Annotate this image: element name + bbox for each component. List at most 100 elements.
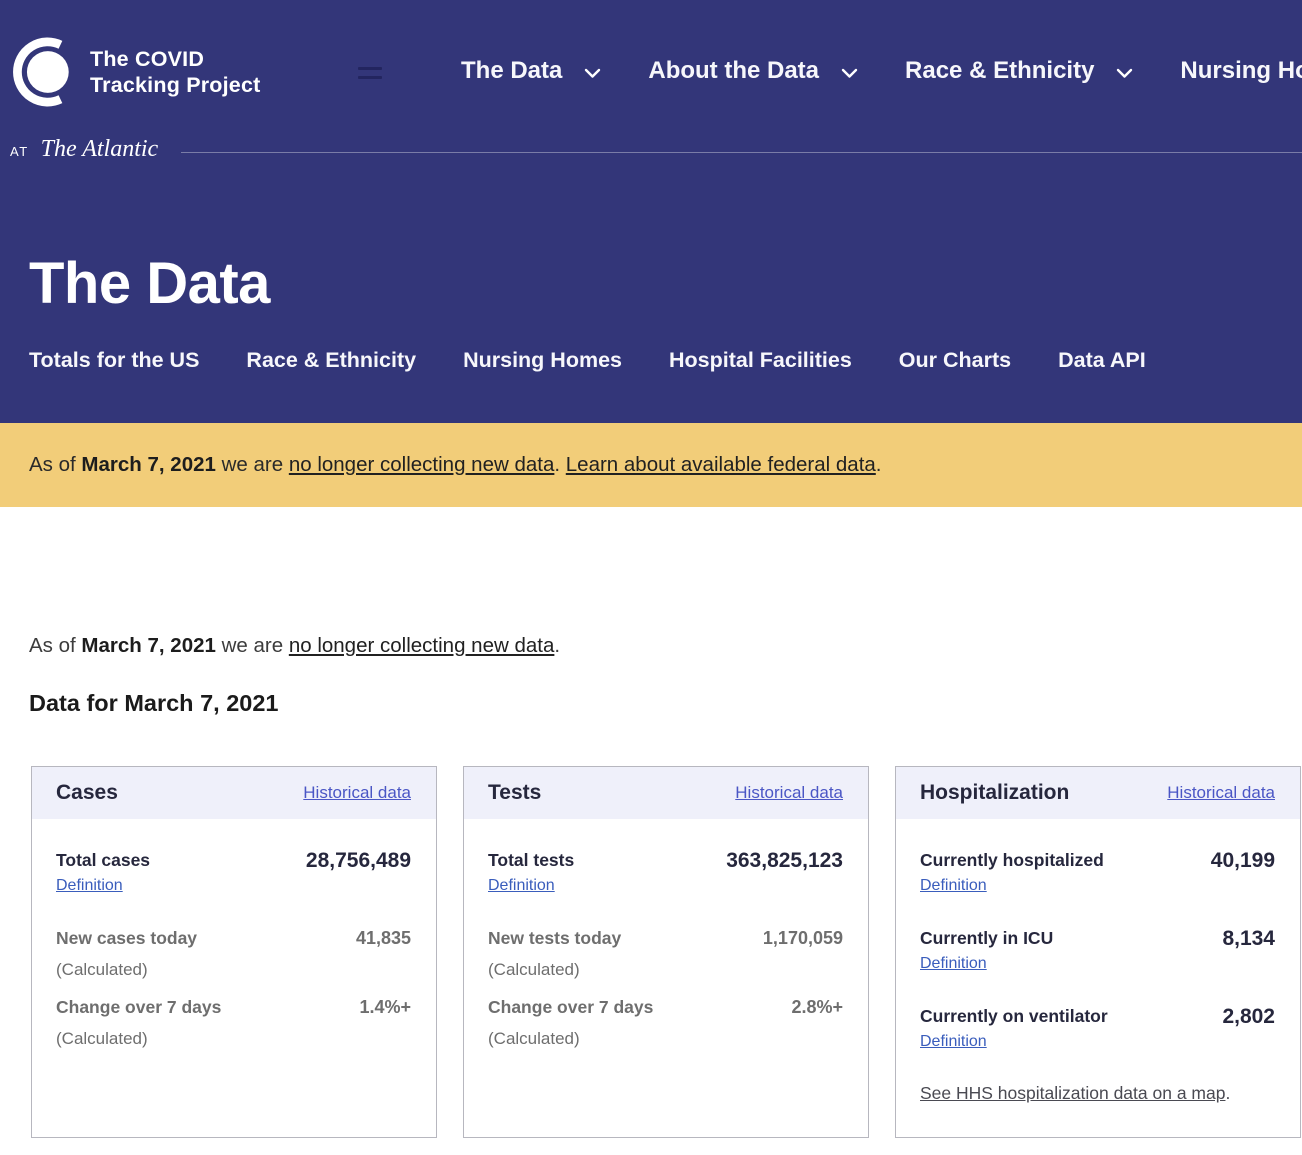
stat-row-total-tests: Total tests Definition 363,825,123: [488, 849, 843, 896]
stat-row-change-over-7-days: Change over 7 days (Calculated) 2.8%+: [488, 996, 843, 1050]
chevron-down-icon: [841, 68, 858, 78]
atlantic-attribution[interactable]: AT The Atlantic: [10, 136, 158, 163]
historical-data-link[interactable]: Historical data: [303, 783, 411, 802]
summary-cards: Cases Historical data Total cases Defini…: [31, 766, 1302, 1138]
nav-item-the-data[interactable]: The Data: [461, 57, 601, 85]
stat-label: Currently in ICU: [920, 928, 1054, 948]
notice-date: March 7, 2021: [81, 634, 216, 657]
hero-sub-nav: Totals for the US Race & Ethnicity Nursi…: [29, 348, 1146, 373]
nav-item-nursing-homes[interactable]: Nursing Homes: [1180, 57, 1302, 85]
header-divider: [181, 152, 1302, 153]
page-title: The Data: [29, 251, 270, 316]
stat-label: Change over 7 days: [56, 997, 222, 1017]
data-collection-banner: As of March 7, 2021 we are no longer col…: [0, 423, 1302, 507]
historical-data-link[interactable]: Historical data: [1167, 783, 1275, 802]
stat-value: 2,802: [1222, 1005, 1275, 1028]
section-heading: Data for March 7, 2021: [29, 690, 279, 716]
card-title: Tests: [488, 781, 542, 804]
stat-row-currently-hospitalized: Currently hospitalized Definition 40,199: [920, 849, 1275, 896]
data-collection-notice: As of March 7, 2021 we are no longer col…: [29, 507, 1302, 660]
banner-suffix: .: [875, 453, 882, 476]
stat-label: Currently hospitalized: [920, 850, 1104, 870]
calculated-note: (Calculated): [488, 1029, 580, 1048]
subnav-item-our-charts[interactable]: Our Charts: [898, 348, 1012, 372]
card-title: Hospitalization: [920, 781, 1070, 804]
subnav-item-race-ethnicity[interactable]: Race & Ethnicity: [246, 348, 417, 372]
card-body: Currently hospitalized Definition 40,199…: [896, 819, 1300, 1104]
definition-link[interactable]: Definition: [56, 877, 123, 894]
main-nav: The Data About the Data Race & Ethnicity…: [461, 57, 1302, 85]
logo-line2: Tracking Project: [90, 73, 261, 97]
subnav-item-hospital-facilities[interactable]: Hospital Facilities: [668, 348, 852, 372]
stat-value: 8,134: [1222, 927, 1275, 950]
tests-card: Tests Historical data Total tests Defini…: [463, 766, 869, 1138]
subnav-item-nursing-homes[interactable]: Nursing Homes: [463, 348, 622, 372]
stat-value: 41,835: [355, 928, 411, 948]
atlantic-wordmark: The Atlantic: [40, 136, 159, 162]
notice-middle: we are: [215, 634, 289, 657]
hospitalization-card: Hospitalization Historical data Currentl…: [895, 766, 1301, 1138]
chevron-down-icon: [585, 68, 601, 78]
card-body: Total tests Definition 363,825,123 New t…: [464, 819, 868, 1050]
calculated-note: (Calculated): [488, 960, 580, 979]
menu-icon[interactable]: [358, 67, 382, 79]
definition-link[interactable]: Definition: [920, 1033, 987, 1050]
stat-label: Total cases: [56, 850, 151, 870]
stat-value: 363,825,123: [726, 849, 843, 872]
stat-value: 28,756,489: [305, 849, 411, 872]
subnav-item-totals-for-the-us[interactable]: Totals for the US: [29, 348, 200, 372]
notice-suffix: .: [554, 634, 561, 657]
site-header: The COVID Tracking Project The Data Abou…: [0, 0, 1302, 423]
banner-date: March 7, 2021: [81, 453, 216, 476]
cases-card: Cases Historical data Total cases Defini…: [31, 766, 437, 1138]
covid-tracking-logo-icon: [13, 37, 69, 107]
chevron-down-icon: [1117, 68, 1133, 78]
banner-text: As of March 7, 2021 we are no longer col…: [29, 453, 882, 477]
historical-data-link[interactable]: Historical data: [735, 783, 843, 802]
covid-tracking-project-logo[interactable]: The COVID Tracking Project: [8, 32, 261, 112]
nav-label: The Data: [461, 57, 563, 84]
definition-link[interactable]: Definition: [920, 877, 987, 894]
stat-row-new-cases-today: New cases today (Calculated) 41,835: [56, 927, 411, 981]
stat-row-currently-on-ventilator: Currently on ventilator Definition 2,802: [920, 1005, 1275, 1052]
nav-item-about-the-data[interactable]: About the Data: [648, 57, 858, 85]
stat-label: Change over 7 days: [488, 997, 654, 1017]
stat-value: 1,170,059: [762, 928, 843, 948]
hhs-map-line: See HHS hospitalization data on a map.: [920, 1083, 1275, 1104]
calculated-note: (Calculated): [56, 960, 148, 979]
stat-row-currently-in-icu: Currently in ICU Definition 8,134: [920, 927, 1275, 974]
stat-label: Total tests: [488, 850, 575, 870]
banner-separator: .: [554, 453, 566, 476]
map-link-suffix: .: [1225, 1083, 1231, 1103]
nav-item-race-ethnicity[interactable]: Race & Ethnicity: [905, 57, 1133, 85]
hhs-hospitalization-map-link[interactable]: See HHS hospitalization data on a map: [920, 1083, 1226, 1103]
definition-link[interactable]: Definition: [488, 877, 555, 894]
calculated-note: (Calculated): [56, 1029, 148, 1048]
stat-label: New tests today: [488, 928, 622, 948]
stat-row-new-tests-today: New tests today (Calculated) 1,170,059: [488, 927, 843, 981]
card-header: Tests Historical data: [464, 767, 868, 819]
notice-prefix: As of: [29, 634, 82, 657]
no-longer-collecting-link[interactable]: no longer collecting new data: [288, 634, 555, 657]
stat-label: New cases today: [56, 928, 198, 948]
stat-value: 40,199: [1210, 849, 1275, 872]
banner-prefix: As of: [29, 453, 82, 476]
subnav-item-data-api[interactable]: Data API: [1058, 348, 1146, 372]
banner-middle: we are: [215, 453, 289, 476]
logo-text: The COVID Tracking Project: [90, 46, 261, 98]
card-header: Cases Historical data: [32, 767, 436, 819]
main-content: As of March 7, 2021 we are no longer col…: [0, 507, 1302, 1138]
stat-row-total-cases: Total cases Definition 28,756,489: [56, 849, 411, 896]
stat-row-change-over-7-days: Change over 7 days (Calculated) 1.4%+: [56, 996, 411, 1050]
stat-value: 2.8%+: [791, 997, 843, 1017]
nav-label: Race & Ethnicity: [905, 57, 1095, 84]
definition-link[interactable]: Definition: [920, 955, 987, 972]
card-header: Hospitalization Historical data: [896, 767, 1300, 819]
card-title: Cases: [56, 781, 118, 804]
logo-line1: The COVID: [90, 47, 205, 71]
stat-value: 1.4%+: [359, 997, 411, 1017]
no-longer-collecting-link[interactable]: no longer collecting new data: [288, 453, 555, 476]
nav-label: Nursing Homes: [1180, 57, 1302, 84]
stat-label: Currently on ventilator: [920, 1006, 1108, 1026]
federal-data-link[interactable]: Learn about available federal data: [565, 453, 876, 476]
